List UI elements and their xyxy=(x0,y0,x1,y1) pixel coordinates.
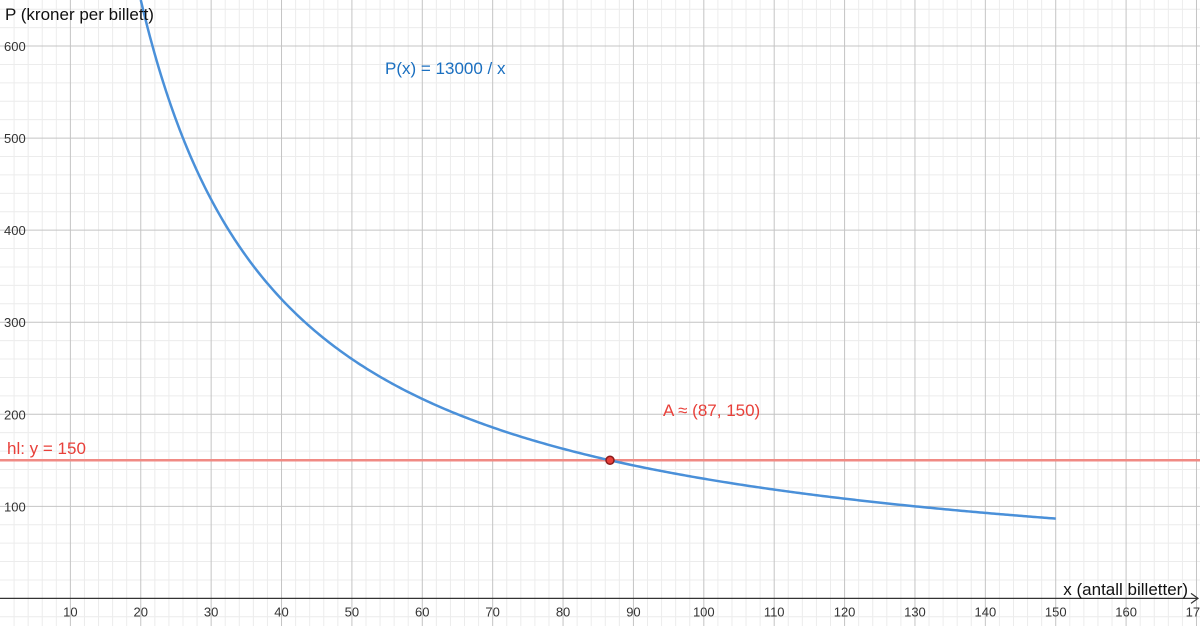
point-a xyxy=(605,455,615,466)
x-axis-label: x (antall billetter) xyxy=(1063,580,1188,599)
y-tick-label: 400 xyxy=(4,223,26,238)
x-tick-label: 140 xyxy=(974,604,996,619)
x-axis-arrow xyxy=(1190,592,1200,604)
x-tick-label: 150 xyxy=(1045,604,1067,619)
x-tick-label: 130 xyxy=(904,604,926,619)
y-tick-label: 200 xyxy=(4,407,26,422)
x-tick-label: 40 xyxy=(274,604,288,619)
x-tick-label: 30 xyxy=(204,604,218,619)
x-tick-label: 120 xyxy=(834,604,856,619)
x-tick-label: 100 xyxy=(693,604,715,619)
x-tick-label: 10 xyxy=(63,604,77,619)
x-tick-label: 60 xyxy=(415,604,429,619)
x-tick-label: 70 xyxy=(485,604,499,619)
curve-label: P(x) = 13000 / x xyxy=(385,59,506,78)
hline-label: hl: y = 150 xyxy=(7,439,86,458)
x-tick-labels: 10 20 30 40 50 60 70 80 90 100 110 120 130 140 150 160 1… xyxy=(63,604,1200,619)
x-tick-label: 20 xyxy=(134,604,148,619)
y-tick-label: 100 xyxy=(4,499,26,514)
x-tick-label: 110 xyxy=(764,604,785,619)
y-axis-label: P (kroner per billett) xyxy=(5,5,154,24)
x-tick-label: 80 xyxy=(556,604,570,619)
axes xyxy=(0,592,1200,604)
y-tick-labels: 100 200 300 400 500 600 xyxy=(4,39,26,514)
y-tick-label: 600 xyxy=(4,39,26,54)
point-a-label: A ≈ (87, 150) xyxy=(663,401,760,420)
y-tick-label: 500 xyxy=(4,131,26,146)
curve-series xyxy=(139,0,1056,520)
y-tick-label: 300 xyxy=(4,315,26,330)
series-layer xyxy=(0,0,1200,520)
x-tick-label: 90 xyxy=(626,604,640,619)
x-tick-label: 50 xyxy=(345,604,359,619)
x-tick-label: 170 xyxy=(1186,604,1200,619)
x-tick-label: 160 xyxy=(1115,604,1137,619)
